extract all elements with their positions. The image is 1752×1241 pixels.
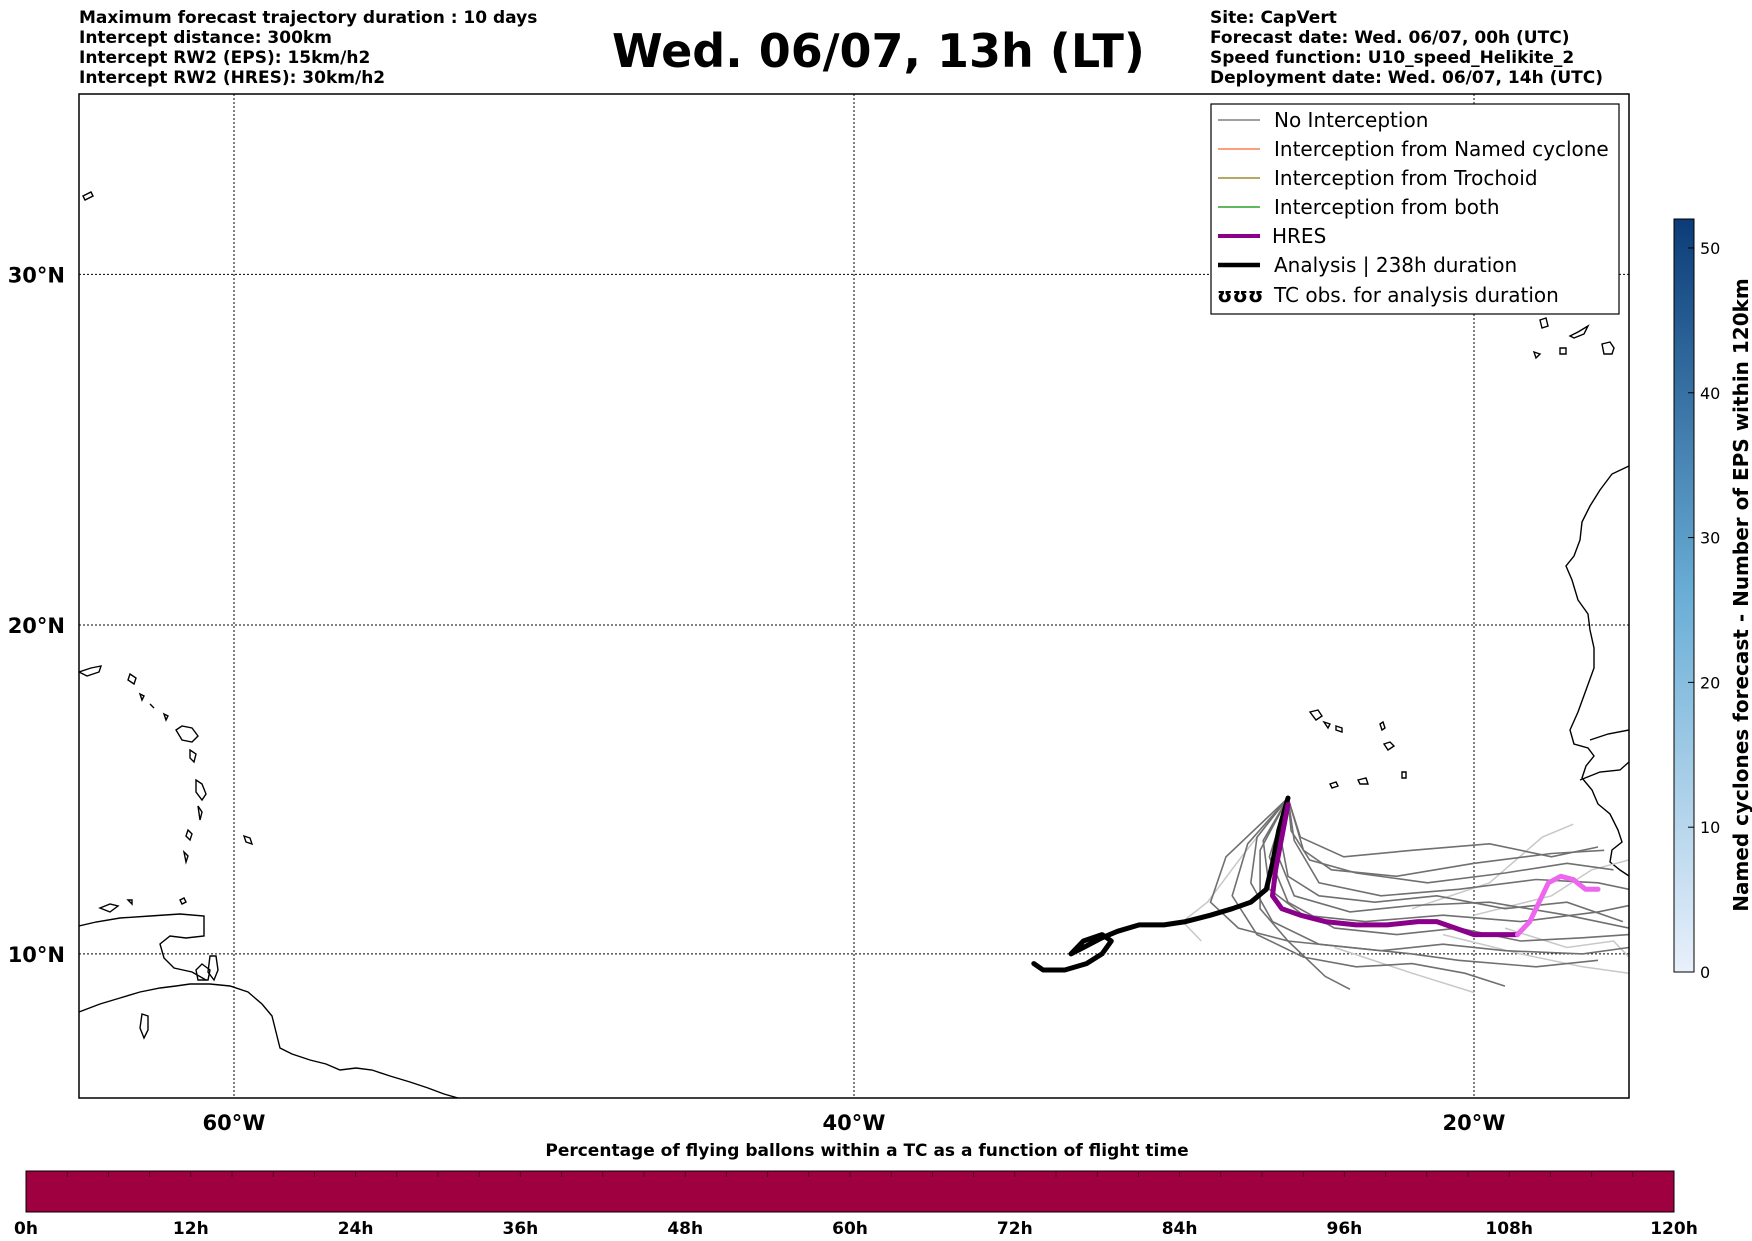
ensemble-track-10 xyxy=(1209,797,1351,991)
legend-label-analysis: Analysis | 238h duration xyxy=(1274,253,1517,277)
legend-label-tc-obs: TC obs. for analysis duration xyxy=(1273,283,1559,307)
time-bar-minor-ticks xyxy=(66,1171,1634,1177)
cyclone-colorbar-tick-label-3: 30 xyxy=(1700,529,1720,548)
lon-tick-40w: 40°W xyxy=(823,1111,886,1135)
hres-track-late xyxy=(1514,873,1601,938)
latitude-labels: 30°N 20°N 10°N xyxy=(8,263,65,966)
ensemble-track-8 xyxy=(1280,797,1624,923)
lon-tick-20w: 20°W xyxy=(1443,1111,1506,1135)
legend-label-hres: HRES xyxy=(1272,224,1326,248)
legend-label-no-interception: No Interception xyxy=(1274,108,1428,132)
cyclone-colorbar-ticks: 0 10 20 30 40 50 xyxy=(1688,239,1720,982)
lat-tick-30n: 30°N xyxy=(8,263,65,287)
ensemble-track-light-4 xyxy=(1334,946,1475,994)
cyclone-colorbar: 0 10 20 30 40 50 Named cyclones forecast - Nu… xyxy=(1673,218,1752,982)
map-frame xyxy=(78,93,1630,1099)
header-left-info: Maximum forecast trajectory duration : 1… xyxy=(79,8,537,88)
africa-coastline xyxy=(1565,465,1629,877)
page-title: Wed. 06/07, 13h (LT) xyxy=(612,24,1145,78)
canary-islands xyxy=(1532,317,1615,360)
analysis-track xyxy=(1031,795,1291,973)
hres-track xyxy=(1270,802,1520,938)
time-bar-tick-label-9: 108h xyxy=(1485,1219,1533,1239)
ensemble-track-7 xyxy=(1287,797,1614,884)
legend-label-trochoid: Interception from Trochoid xyxy=(1274,166,1538,190)
time-bar-tick-label-8: 96h xyxy=(1327,1219,1363,1239)
cape-verde-islands xyxy=(1308,709,1407,789)
cyclone-colorbar-tick-label-4: 40 xyxy=(1700,384,1720,403)
info-line-site: Site: CapVert xyxy=(1210,8,1337,28)
caribbean-islands xyxy=(79,665,254,1040)
time-bar-tick-label-7: 84h xyxy=(1162,1219,1198,1239)
islands-top-left xyxy=(82,191,94,201)
ensemble-track-6 xyxy=(1231,797,1506,987)
legend-label-named-cyclone: Interception from Named cyclone xyxy=(1274,137,1609,161)
info-line-intercept-hres: Intercept RW2 (HRES): 30km/h2 xyxy=(79,68,386,88)
cyclone-colorbar-tick-label-5: 50 xyxy=(1700,239,1720,258)
info-line-forecast-date: Forecast date: Wed. 06/07, 00h (UTC) xyxy=(1210,28,1570,48)
info-line-max-duration: Maximum forecast trajectory duration : 1… xyxy=(79,8,538,28)
time-bar-tick-label-6: 72h xyxy=(997,1219,1033,1239)
tc-obs-icon: ʊʊʊ xyxy=(1217,283,1263,307)
time-bar-tick-label-10: 120h xyxy=(1650,1219,1698,1239)
ensemble-track-11 xyxy=(1287,797,1599,858)
time-bar-ticks: 0h 12h 24h 36h 48h 60h 72h 84h 96h 108h 120h xyxy=(14,1219,1698,1239)
trajectory-layer xyxy=(1031,795,1629,994)
ensemble-track-light-2 xyxy=(1442,933,1629,974)
venezuela-coast xyxy=(79,913,207,981)
time-bar-title: Percentage of flying ballons within a TC… xyxy=(545,1141,1188,1161)
info-line-intercept-distance: Intercept distance: 300km xyxy=(79,28,332,48)
lat-tick-10n: 10°N xyxy=(8,943,65,967)
cyclone-colorbar-label: Named cyclones forecast - Number of EPS … xyxy=(1729,278,1752,912)
time-bar-tick-label-4: 48h xyxy=(667,1219,703,1239)
time-bar-tick-label-0: 0h xyxy=(14,1219,38,1239)
longitude-labels: 60°W 40°W 20°W xyxy=(203,1111,1506,1135)
cyclone-colorbar-tick-label-2: 20 xyxy=(1700,673,1720,692)
cyclone-colorbar-tick-label-1: 10 xyxy=(1700,818,1720,837)
time-bar-fill xyxy=(25,1170,1675,1213)
ensemble-track-light-1 xyxy=(1411,823,1574,910)
coastlines xyxy=(79,191,1629,1098)
cyclone-colorbar-tick-label-0: 0 xyxy=(1700,963,1710,982)
lon-tick-60w: 60°W xyxy=(203,1111,266,1135)
time-bar-tick-label-2: 24h xyxy=(338,1219,374,1239)
time-bar: Percentage of flying ballons within a TC… xyxy=(14,1141,1698,1239)
legend: ʊʊʊ No Interception Interception from Na… xyxy=(1210,103,1620,315)
ensemble-track-1 xyxy=(1287,797,1629,897)
info-line-deployment-date: Deployment date: Wed. 06/07, 14h (UTC) xyxy=(1210,68,1604,88)
africa-coast-detail xyxy=(1579,729,1629,781)
south-america-coastline xyxy=(79,983,459,1098)
trinidad xyxy=(195,963,211,981)
header-right-info: Site: CapVert Forecast date: Wed. 06/07,… xyxy=(1210,8,1603,88)
time-bar-tick-label-5: 60h xyxy=(832,1219,868,1239)
legend-box xyxy=(1210,103,1620,315)
legend-label-both: Interception from both xyxy=(1274,195,1500,219)
info-line-intercept-eps: Intercept RW2 (EPS): 15km/h2 xyxy=(79,48,371,68)
info-line-speed-function: Speed function: U10_speed_Helikite_2 xyxy=(1210,48,1575,68)
lat-tick-20n: 20°N xyxy=(8,614,65,638)
time-bar-tick-label-1: 12h xyxy=(173,1219,209,1239)
ensemble-track-9 xyxy=(1259,797,1599,968)
time-bar-tick-label-3: 36h xyxy=(503,1219,539,1239)
ensemble-track-0 xyxy=(1262,797,1629,923)
cyclone-colorbar-gradient xyxy=(1673,218,1695,973)
